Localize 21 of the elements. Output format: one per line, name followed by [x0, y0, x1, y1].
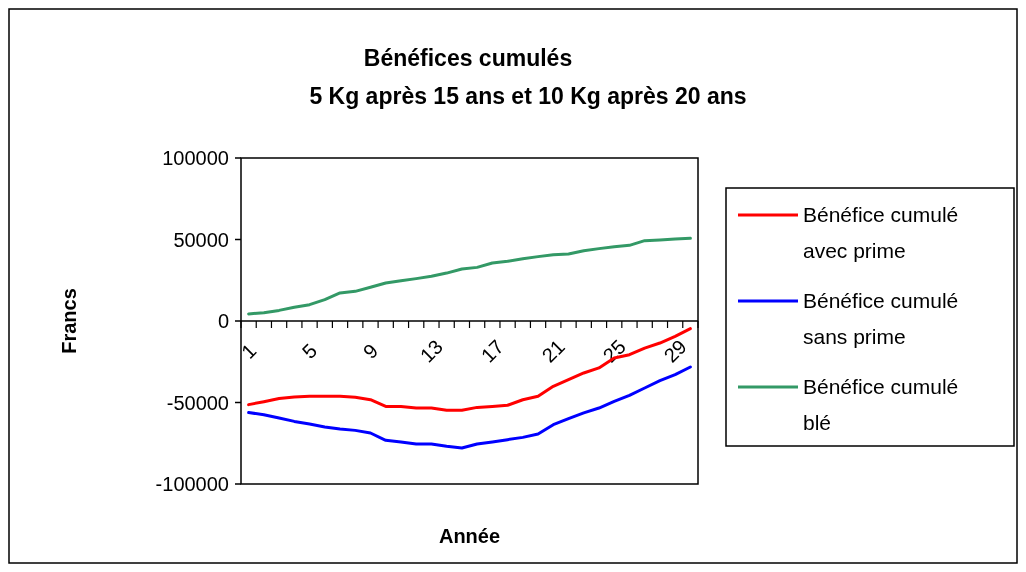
x-tick-label: 1 — [236, 339, 261, 363]
y-tick-label: 100000 — [162, 147, 229, 169]
y-tick-label: -100000 — [155, 473, 229, 495]
legend-label: Bénéfice cumulé avec prime — [803, 203, 959, 263]
x-tick-label: 29 — [659, 335, 691, 367]
x-tick-label: 5 — [297, 339, 322, 363]
x-tick-label: 13 — [415, 335, 448, 367]
legend-label: Bénéfice cumulé blé — [803, 375, 959, 435]
x-tick-label: 9 — [358, 339, 383, 363]
y-axis-title: Francs — [58, 288, 80, 354]
y-tick-label: -50000 — [166, 391, 229, 414]
x-tick-label: 17 — [476, 335, 508, 367]
x-tick-label: 21 — [537, 335, 569, 367]
chart-title: Bénéfices cumulés — [363, 45, 573, 71]
y-tick-label: 0 — [217, 310, 229, 332]
chart-subtitle: 5 Kg après 15 ans et 10 Kg après 20 ans — [309, 83, 747, 109]
y-tick-label: 50000 — [173, 228, 229, 251]
legend-label: Bénéfice cumulé sans prime — [803, 289, 959, 349]
x-axis-title: Année — [438, 525, 501, 547]
line-series — [247, 365, 692, 450]
line-series — [247, 236, 692, 316]
